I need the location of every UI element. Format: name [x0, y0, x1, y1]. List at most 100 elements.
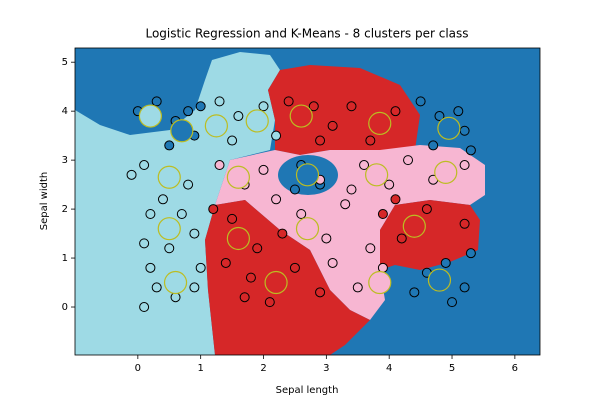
- data-point: [283, 96, 294, 107]
- cluster-center: [295, 217, 320, 241]
- cluster-center: [427, 268, 452, 292]
- data-point: [465, 248, 476, 259]
- data-point: [258, 164, 269, 175]
- cluster-center: [226, 165, 250, 189]
- data-point: [239, 292, 250, 303]
- region: [215, 145, 485, 320]
- cluster-center: [434, 160, 458, 184]
- data-point: [453, 106, 464, 117]
- data-point: [214, 160, 225, 171]
- data-point: [459, 125, 470, 136]
- data-point: [151, 96, 162, 107]
- y-tick-label: 1: [62, 253, 68, 264]
- data-point: [403, 155, 414, 166]
- data-point: [315, 287, 326, 298]
- data-point: [139, 302, 150, 313]
- cluster-center: [368, 111, 392, 136]
- data-point: [126, 169, 137, 180]
- data-point: [459, 160, 470, 171]
- data-point: [409, 287, 420, 298]
- data-point: [377, 208, 388, 219]
- data-point: [440, 257, 451, 268]
- x-tick-label: 6: [512, 363, 518, 374]
- data-point: [189, 282, 200, 293]
- y-tick-label: 4: [62, 106, 68, 117]
- data-point: [327, 120, 338, 131]
- x-tick-label: 1: [197, 363, 203, 374]
- data-point: [346, 101, 357, 112]
- data-point: [183, 106, 194, 117]
- data-point: [208, 204, 219, 215]
- cluster-center: [264, 270, 288, 295]
- data-point: [195, 101, 206, 112]
- chart-title: Logistic Regression and K-Means - 8 clus…: [145, 27, 468, 41]
- data-point: [434, 111, 445, 122]
- data-point: [183, 179, 194, 190]
- cluster-center: [365, 163, 389, 187]
- y-axis-label: Sepal width: [39, 172, 50, 231]
- x-tick-label: 5: [449, 363, 455, 374]
- data-point: [415, 96, 426, 107]
- data-point: [227, 135, 238, 146]
- data-point: [465, 145, 476, 156]
- data-point: [176, 208, 187, 219]
- cluster-center: [204, 114, 228, 138]
- plot-frame: [74, 47, 541, 356]
- data-point: [164, 243, 175, 254]
- data-point: [289, 184, 300, 195]
- data-point: [189, 228, 200, 239]
- data-point: [384, 179, 395, 190]
- data-point: [390, 106, 401, 117]
- data-point: [151, 282, 162, 293]
- data-point: [308, 101, 319, 112]
- data-point: [352, 282, 363, 293]
- x-tick-label: 2: [260, 363, 266, 374]
- data-point: [227, 213, 238, 224]
- data-point: [264, 297, 275, 308]
- data-point: [321, 233, 332, 244]
- cluster-center: [402, 214, 426, 238]
- cluster-center: [226, 226, 250, 251]
- data-point: [245, 272, 256, 283]
- data-point: [214, 96, 225, 107]
- cluster-center: [245, 109, 269, 133]
- cluster-center: [163, 270, 188, 295]
- data-point: [365, 135, 376, 146]
- data-point: [164, 140, 175, 151]
- data-point: [447, 297, 458, 308]
- cluster-center: [138, 104, 163, 128]
- cluster-center: [368, 270, 392, 295]
- data-point: [157, 194, 168, 205]
- data-point: [421, 204, 432, 215]
- y-tick-label: 2: [62, 204, 68, 215]
- data-point: [315, 135, 326, 146]
- data-point: [139, 238, 150, 249]
- data-point: [459, 218, 470, 229]
- data-point: [359, 160, 370, 171]
- data-point: [139, 160, 150, 171]
- data-point: [365, 243, 376, 254]
- data-point: [277, 228, 288, 239]
- data-point: [396, 233, 407, 244]
- data-point: [346, 184, 357, 195]
- region: [75, 52, 280, 355]
- cluster-center: [289, 104, 313, 128]
- data-point: [390, 194, 401, 205]
- x-tick-label: 4: [386, 363, 392, 374]
- x-tick-label: 3: [323, 363, 329, 374]
- cluster-center: [437, 116, 461, 140]
- data-point: [296, 208, 307, 219]
- y-tick-label: 0: [62, 302, 68, 313]
- data-point: [340, 199, 351, 210]
- x-axis-label: Sepal length: [276, 385, 339, 396]
- data-point: [428, 140, 439, 151]
- y-tick-label: 3: [62, 155, 68, 166]
- data-point: [145, 262, 156, 273]
- data-point: [459, 282, 470, 293]
- x-tick-label: 0: [135, 363, 141, 374]
- data-point: [233, 111, 244, 122]
- data-point: [271, 194, 282, 205]
- data-point: [145, 208, 156, 219]
